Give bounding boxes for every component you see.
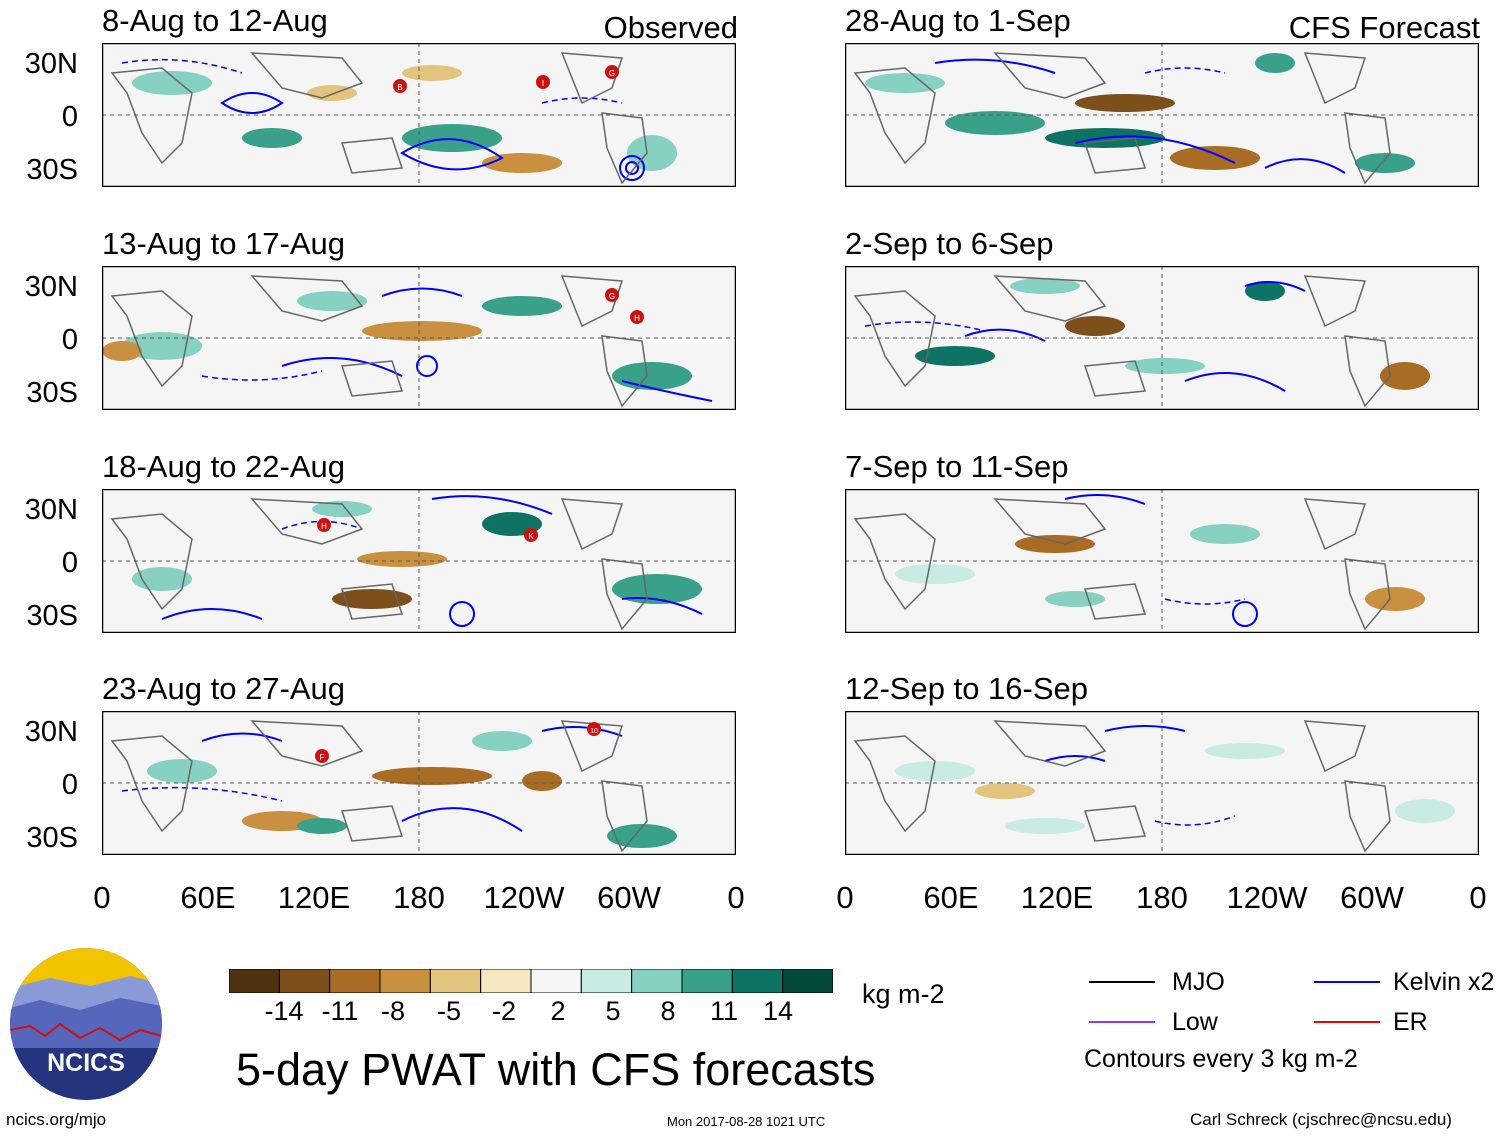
colorbar-tick: -2 <box>491 996 517 1026</box>
map-observed-1: B I G <box>102 43 736 187</box>
observed-label: Observed <box>603 10 738 45</box>
colorbar-swatch <box>329 969 381 993</box>
map-observed-2: G H <box>102 266 736 410</box>
colorbar-tick: 2 <box>550 996 566 1026</box>
lon-label: 60E <box>923 880 979 915</box>
lat-label-eq: 0 <box>61 769 78 801</box>
lon-label: 60E <box>180 880 236 915</box>
colorbar-swatch <box>229 969 280 993</box>
panel-title: 23-Aug to 27-Aug <box>102 671 346 706</box>
storm-label: I <box>542 79 544 88</box>
lat-label-30n: 30N <box>24 716 78 748</box>
lat-label-30s: 30S <box>26 600 78 632</box>
lon-label: 120E <box>1020 880 1094 915</box>
lat-label-eq: 0 <box>61 101 78 133</box>
lat-label-30s: 30S <box>26 377 78 409</box>
panel-title: 2-Sep to 6-Sep <box>845 226 1054 261</box>
legend-label-mjo: MJO <box>1172 968 1225 996</box>
colorbar-tick: -5 <box>436 996 462 1026</box>
ncics-logo: NCICS <box>10 948 162 1100</box>
lon-label: 120W <box>483 880 565 915</box>
lat-label-30n: 30N <box>24 494 78 526</box>
storm-label: 10 <box>590 728 598 735</box>
footer-author: Carl Schreck (cjschrec@ncsu.edu) <box>1190 1110 1452 1129</box>
storm-label: G <box>609 292 615 301</box>
colorbar-swatch <box>278 969 331 993</box>
legend-label-er: ER <box>1393 1008 1428 1036</box>
colorbar-swatch <box>580 969 633 993</box>
colorbar-tick: -14 <box>264 996 304 1026</box>
colorbar-swatch <box>379 969 431 993</box>
map-forecast-3 <box>845 489 1479 633</box>
panel-title: 28-Aug to 1-Sep <box>845 3 1071 38</box>
storm-label: G <box>609 69 615 78</box>
colorbar-tick: 11 <box>709 996 739 1026</box>
colorbar-tick: 8 <box>660 996 676 1026</box>
lon-label: 120W <box>1226 880 1308 915</box>
colorbar-tick: 5 <box>605 996 621 1026</box>
legend-label-low: Low <box>1172 1008 1218 1036</box>
lon-label: 60W <box>597 880 661 915</box>
panel-title: 12-Sep to 16-Sep <box>845 671 1089 706</box>
colorbar-swatch <box>681 969 733 993</box>
lon-label: 60W <box>1340 880 1404 915</box>
colorbar-units: kg m-2 <box>862 979 945 1009</box>
legend-line-er <box>1314 1021 1380 1023</box>
legend-line-low <box>1089 1021 1155 1023</box>
panel-title: 13-Aug to 17-Aug <box>102 226 346 261</box>
lat-label-30n: 30N <box>24 48 78 80</box>
storm-label: B <box>397 83 402 92</box>
main-title: 5-day PWAT with CFS forecasts <box>236 1044 876 1095</box>
footer-timestamp: Mon 2017-08-28 1021 UTC <box>667 1114 826 1129</box>
lon-label: 180 <box>393 880 445 915</box>
colorbar-swatch <box>480 969 532 993</box>
legend-line-kelvin <box>1314 981 1380 983</box>
colorbar-tick: 14 <box>762 996 794 1026</box>
colorbar-swatch <box>530 969 582 993</box>
colorbar-tick: -8 <box>380 996 406 1026</box>
legend-line-mjo <box>1089 981 1155 983</box>
lon-label: 180 <box>1136 880 1188 915</box>
cfs-forecast-label: CFS Forecast <box>1288 10 1480 45</box>
colorbar-swatch <box>782 969 833 993</box>
lon-label: 0 <box>727 880 745 915</box>
colorbar <box>229 969 833 993</box>
map-observed-4: F 10 <box>102 711 736 855</box>
footer-url[interactable]: ncics.org/mjo <box>6 1110 107 1129</box>
map-forecast-4 <box>845 711 1479 855</box>
panel-title: 7-Sep to 11-Sep <box>845 449 1069 484</box>
colorbar-swatch <box>731 969 784 993</box>
lon-label: 0 <box>1469 880 1487 915</box>
panel-title: 8-Aug to 12-Aug <box>102 3 328 38</box>
storm-label: H <box>634 314 640 323</box>
lat-label-eq: 0 <box>61 547 78 579</box>
lat-label-30n: 30N <box>24 271 78 303</box>
lon-label: 0 <box>836 880 854 915</box>
storm-label: H <box>321 522 327 531</box>
colorbar-swatch <box>429 969 482 993</box>
contour-note: Contours every 3 kg m-2 <box>1084 1045 1358 1073</box>
storm-label: K <box>528 532 534 541</box>
logo-text: NCICS <box>47 1049 125 1077</box>
lon-label: 120E <box>277 880 351 915</box>
lat-label-30s: 30S <box>26 822 78 854</box>
map-observed-3: H K <box>102 489 736 633</box>
lat-label-eq: 0 <box>61 324 78 356</box>
panel-title: 18-Aug to 22-Aug <box>102 449 346 484</box>
lat-label-30s: 30S <box>26 154 78 186</box>
storm-label: F <box>320 753 325 762</box>
colorbar-tick: -11 <box>321 996 359 1026</box>
colorbar-swatch <box>631 969 683 993</box>
legend-label-kelvin: Kelvin x2 <box>1393 968 1495 996</box>
map-forecast-2 <box>845 266 1479 410</box>
lon-label: 0 <box>93 880 111 915</box>
map-forecast-1 <box>845 43 1479 187</box>
